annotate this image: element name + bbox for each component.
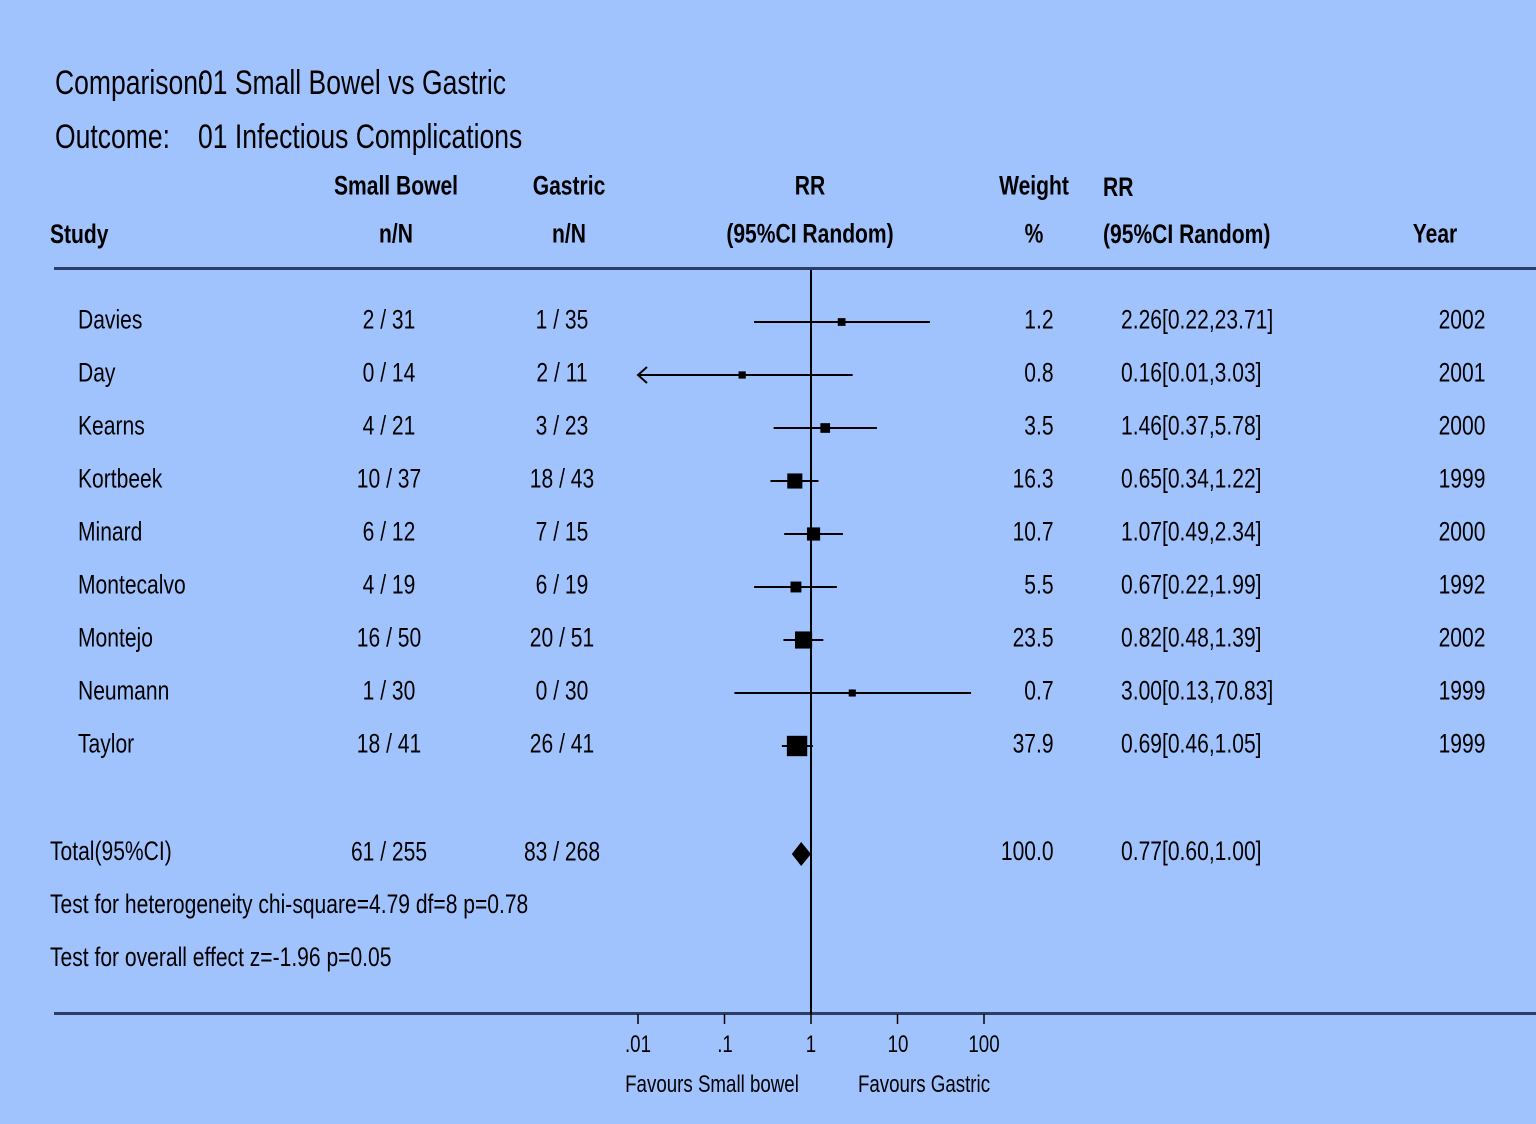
- gastric-count: 1 / 35: [535, 304, 589, 335]
- year-value: 2001: [1438, 357, 1486, 388]
- weight-value: 1.2: [1024, 304, 1054, 335]
- comparison-label: Comparison:: [55, 64, 206, 102]
- gastric-count: 6 / 19: [535, 569, 589, 600]
- axis-tick-label: 10: [887, 1031, 908, 1058]
- overall-effect-test: Test for overall effect z=-1.96 p=0.05: [50, 942, 392, 972]
- rr-ci-text: 0.69[0.46,1.05]: [1121, 728, 1262, 759]
- weight-value: 0.8: [1024, 357, 1054, 388]
- small-bowel-count: 1 / 30: [362, 675, 416, 706]
- rr-ci-text: 3.00[0.13,70.83]: [1121, 675, 1274, 706]
- header-plot-bottom: (95%CI Random): [726, 218, 894, 249]
- header-rule: [54, 267, 1536, 270]
- footer-rule: [54, 1012, 1536, 1015]
- gastric-count: 0 / 30: [535, 675, 589, 706]
- year-value: 2000: [1438, 410, 1486, 441]
- study-name: Davies: [78, 304, 143, 335]
- weight-value: 37.9: [1013, 728, 1054, 759]
- weight-value: 0.7: [1024, 675, 1054, 706]
- ci-arrow: [636, 366, 648, 384]
- year-value: 2002: [1438, 304, 1486, 335]
- study-name: Kearns: [78, 410, 145, 441]
- total-rr-text: 0.77[0.60,1.00]: [1121, 836, 1262, 866]
- year-value: 1999: [1438, 728, 1486, 759]
- weight-value: 10.7: [1013, 516, 1054, 547]
- year-value: 2002: [1438, 622, 1486, 653]
- effect-box: [787, 473, 803, 489]
- year-value: 2000: [1438, 516, 1486, 547]
- effect-box: [820, 423, 831, 433]
- axis-tick-label: 1: [805, 1031, 817, 1058]
- gastric-count: 20 / 51: [529, 622, 595, 653]
- header-weight-bottom: %: [1024, 218, 1044, 249]
- effect-box: [790, 581, 802, 593]
- header-year: Year: [1412, 218, 1458, 249]
- rr-ci-text: 0.82[0.48,1.39]: [1121, 622, 1262, 653]
- total-group2: 83 / 268: [523, 836, 601, 867]
- header-group1-top: Small Bowel: [333, 170, 459, 201]
- year-value: 1999: [1438, 675, 1486, 706]
- study-name: Montecalvo: [78, 569, 186, 600]
- header-rr-top: RR: [1103, 172, 1134, 202]
- effect-box: [806, 527, 821, 541]
- small-bowel-count: 2 / 31: [362, 304, 416, 335]
- rr-ci-text: 0.16[0.01,3.03]: [1121, 357, 1262, 388]
- favours-left-label: Favours Small bowel: [625, 1071, 799, 1098]
- weight-value: 3.5: [1024, 410, 1054, 441]
- rr-ci-text: 0.65[0.34,1.22]: [1121, 463, 1262, 494]
- small-bowel-count: 0 / 14: [362, 357, 416, 388]
- header-weight-top: Weight: [999, 170, 1069, 201]
- rr-ci-text: 1.07[0.49,2.34]: [1121, 516, 1262, 547]
- study-name: Day: [78, 357, 116, 388]
- study-name: Kortbeek: [78, 463, 163, 494]
- study-name: Minard: [78, 516, 143, 547]
- small-bowel-count: 4 / 19: [362, 569, 416, 600]
- effect-box: [837, 318, 846, 326]
- axis-tick-label: .1: [716, 1031, 733, 1058]
- effect-box: [738, 371, 746, 379]
- small-bowel-count: 6 / 12: [362, 516, 416, 547]
- weight-value: 5.5: [1024, 569, 1054, 600]
- study-name: Montejo: [78, 622, 153, 653]
- small-bowel-count: 4 / 21: [362, 410, 416, 441]
- comparison-value: 01 Small Bowel vs Gastric: [198, 64, 507, 102]
- heterogeneity-test: Test for heterogeneity chi-square=4.79 d…: [50, 889, 529, 919]
- header-group1-bottom: n/N: [379, 218, 413, 249]
- rr-ci-text: 1.46[0.37,5.78]: [1121, 410, 1262, 441]
- effect-box: [794, 631, 813, 649]
- rr-ci-text: 2.26[0.22,23.71]: [1121, 304, 1274, 335]
- header-group2-bottom: n/N: [552, 218, 586, 249]
- rr-ci-text: 0.67[0.22,1.99]: [1121, 569, 1262, 600]
- small-bowel-count: 10 / 37: [356, 463, 422, 494]
- gastric-count: 3 / 23: [535, 410, 589, 441]
- header-rr-bottom: (95%CI Random): [1103, 219, 1271, 249]
- outcome-label: Outcome:: [55, 118, 170, 156]
- header-plot-top: RR: [794, 170, 826, 201]
- total-weight: 100.0: [1001, 836, 1054, 866]
- axis-tick-label: .01: [624, 1031, 652, 1058]
- header-group2-top: Gastric: [532, 170, 606, 201]
- gastric-count: 2 / 11: [536, 357, 588, 388]
- gastric-count: 26 / 41: [529, 728, 595, 759]
- small-bowel-count: 16 / 50: [356, 622, 422, 653]
- gastric-count: 7 / 15: [535, 516, 589, 547]
- effect-box: [848, 689, 856, 697]
- header-study: Study: [50, 219, 109, 249]
- effect-box: [786, 735, 808, 757]
- favours-right-label: Favours Gastric: [857, 1071, 991, 1098]
- study-name: Neumann: [78, 675, 170, 706]
- total-label: Total(95%CI): [50, 836, 172, 866]
- year-value: 1999: [1438, 463, 1486, 494]
- study-name: Taylor: [78, 728, 135, 759]
- axis-tick-label: 100: [968, 1031, 1000, 1058]
- outcome-value: 01 Infectious Complications: [198, 118, 523, 156]
- small-bowel-count: 18 / 41: [356, 728, 422, 759]
- year-value: 1992: [1438, 569, 1486, 600]
- weight-value: 16.3: [1013, 463, 1054, 494]
- pooled-diamond: [791, 842, 811, 866]
- total-group1: 61 / 255: [350, 836, 428, 867]
- gastric-count: 18 / 43: [529, 463, 595, 494]
- weight-value: 23.5: [1013, 622, 1054, 653]
